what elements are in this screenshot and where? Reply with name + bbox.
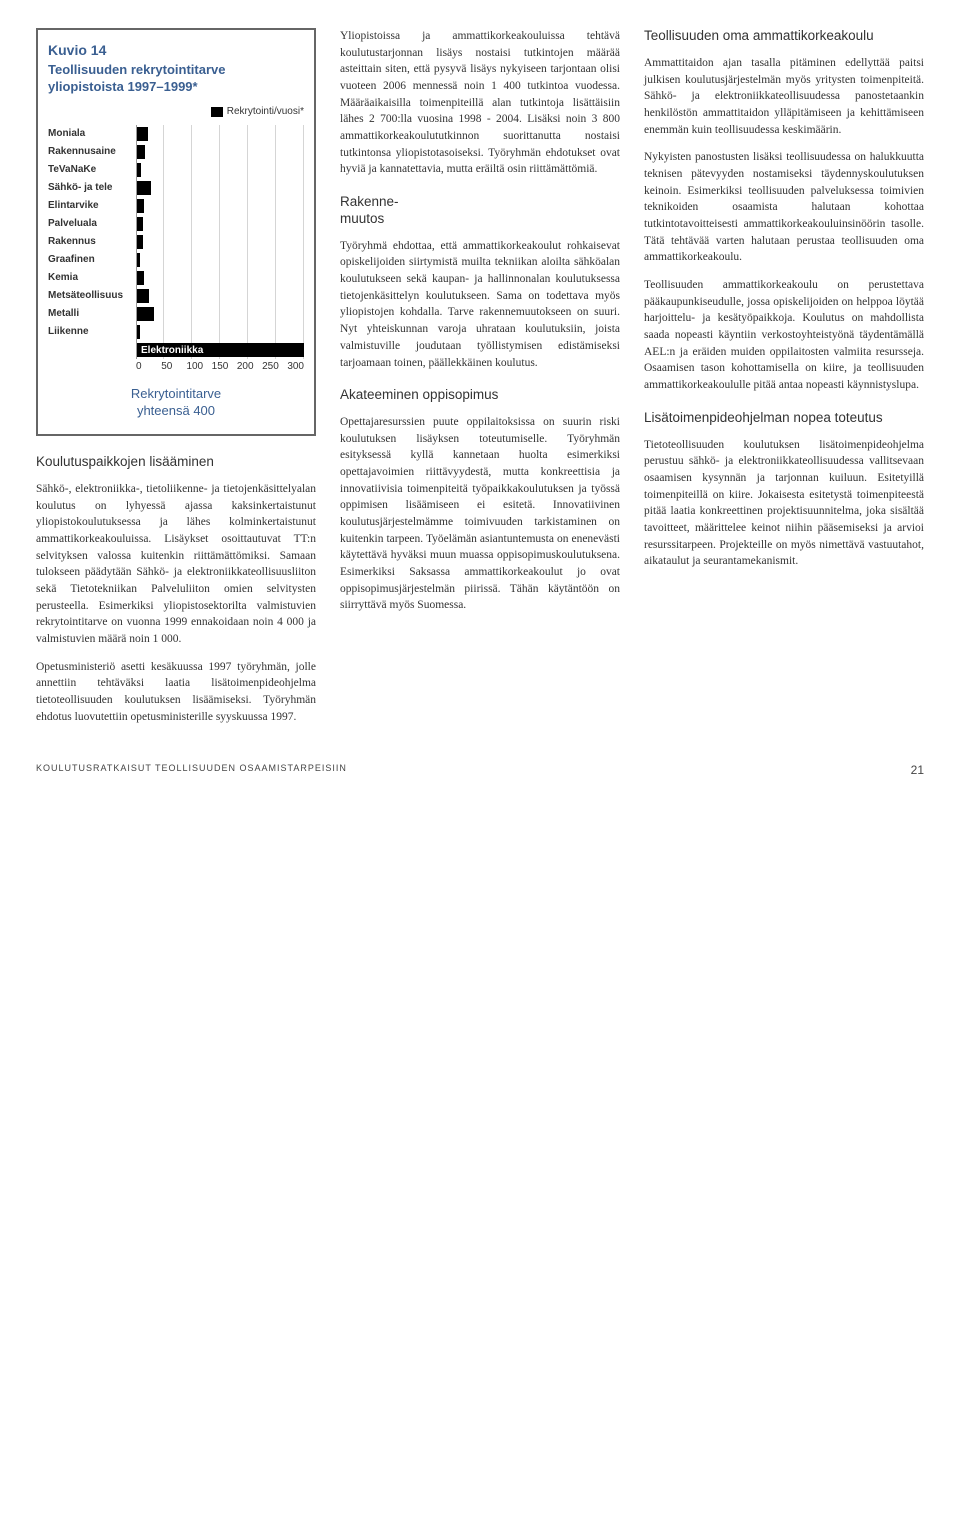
bar-row: TeVaNaKe	[48, 161, 304, 179]
x-tick-label: 50	[161, 361, 186, 372]
bar-label: Metsäteollisuus	[48, 289, 136, 304]
paragraph: Nykyisten panostusten lisäksi teollisuud…	[644, 149, 924, 266]
x-tick-label: 150	[212, 361, 237, 372]
bar-label: Rakennus	[48, 235, 136, 250]
page-number: 21	[911, 762, 924, 779]
bar-row: Metalli	[48, 305, 304, 323]
x-tick-label: 250	[262, 361, 287, 372]
bar-label: Graafinen	[48, 253, 136, 268]
bar-track	[136, 179, 304, 197]
bar-label: Elintarvike	[48, 199, 136, 214]
heading-lisatoimenpide: Lisätoimenpideohjelman nopea toteutus	[644, 410, 924, 427]
bar-segment	[137, 289, 149, 303]
column-1: Kuvio 14 Teollisuuden rekrytointitarve y…	[36, 28, 316, 736]
bar-track	[136, 161, 304, 179]
paragraph: Opetusministeriö asetti kesäkuussa 1997 …	[36, 659, 316, 726]
bar-label: TeVaNaKe	[48, 163, 136, 178]
bar-label: Moniala	[48, 127, 136, 142]
bar-label: Metalli	[48, 307, 136, 322]
paragraph: Sähkö-, elektroniikka-, tietoliikenne- j…	[36, 481, 316, 648]
bar-track	[136, 305, 304, 323]
bar-label: Rakennusaine	[48, 145, 136, 160]
x-tick-label: 300	[287, 361, 304, 372]
legend-swatch	[211, 107, 223, 117]
bar-track	[136, 251, 304, 269]
bar-segment	[137, 127, 148, 141]
chart-bars: Moniala Rakennusaine TeVaNaKe Sähkö- ja tel…	[48, 125, 304, 359]
legend-label: Rekrytointi/vuosi*	[227, 105, 304, 120]
column-3: Teollisuuden oma ammattikorkeakoulu Amma…	[644, 28, 924, 736]
bar-track	[136, 287, 304, 305]
bar-track	[136, 323, 304, 341]
bar-row: Elintarvike	[48, 197, 304, 215]
bar-track	[136, 125, 304, 143]
footer-text: KOULUTUSRATKAISUT TEOLLISUUDEN OSAAMISTA…	[36, 762, 347, 779]
x-tick-label: 200	[237, 361, 262, 372]
bar-row: Palveluala	[48, 215, 304, 233]
bar-track: Elektroniikka	[136, 341, 304, 359]
bar-row: Kemia	[48, 269, 304, 287]
heading-rakennemuutos: Rakenne-muutos	[340, 194, 620, 228]
page-columns: Kuvio 14 Teollisuuden rekrytointitarve y…	[36, 28, 924, 736]
bar-track	[136, 269, 304, 287]
bar-track	[136, 197, 304, 215]
paragraph: Yliopistoissa ja ammattikorkeakouluissa …	[340, 28, 620, 178]
bar-row: Graafinen	[48, 251, 304, 269]
page-footer: KOULUTUSRATKAISUT TEOLLISUUDEN OSAAMISTA…	[36, 762, 924, 779]
bar-row: Liikenne	[48, 323, 304, 341]
bar-segment	[137, 145, 145, 159]
paragraph: Työryhmä ehdottaa, että ammattikorkeakou…	[340, 238, 620, 371]
bar-track	[136, 233, 304, 251]
heading-koulutuspaikkojen: Koulutuspaikkojen lisääminen	[36, 454, 316, 471]
chart-figure-label: Kuvio 14	[48, 40, 304, 60]
bar-label: Sähkö- ja tele	[48, 181, 136, 196]
bar-segment	[137, 271, 144, 285]
bar-row: Elektroniikka	[48, 341, 304, 359]
bar-row: Rakennus	[48, 233, 304, 251]
heading-akateeminen: Akateeminen oppisopimus	[340, 387, 620, 404]
bar-segment	[137, 199, 144, 213]
chart-title: Teollisuuden rekrytointitarve yliopistoi…	[48, 62, 304, 95]
bar-row: Sähkö- ja tele	[48, 179, 304, 197]
bar-segment: Elektroniikka	[137, 343, 304, 357]
paragraph: Teollisuuden ammattikorkeakoulu on perus…	[644, 277, 924, 394]
column-2: Yliopistoissa ja ammattikorkeakouluissa …	[340, 28, 620, 736]
chart-x-axis-labels: 050100150200250300	[136, 361, 304, 372]
chart-caption: Rekrytointitarveyhteensä 400	[48, 386, 304, 420]
paragraph: Tietoteollisuuden koulutuksen lisätoimen…	[644, 437, 924, 570]
paragraph: Opettajaresurssien puute oppilaitoksissa…	[340, 414, 620, 614]
bar-segment	[137, 325, 140, 339]
heading-teollisuuden-oma: Teollisuuden oma ammattikorkeakoulu	[644, 28, 924, 45]
x-tick-label: 0	[136, 361, 161, 372]
bar-row: Rakennusaine	[48, 143, 304, 161]
bar-label: Liikenne	[48, 325, 136, 340]
bar-segment	[137, 307, 154, 321]
paragraph: Ammattitaidon ajan tasalla pitäminen ede…	[644, 55, 924, 138]
chart-box: Kuvio 14 Teollisuuden rekrytointitarve y…	[36, 28, 316, 436]
bar-label: Palveluala	[48, 217, 136, 232]
bar-row: Moniala	[48, 125, 304, 143]
bar-segment	[137, 217, 143, 231]
chart-legend: Rekrytointi/vuosi*	[48, 105, 304, 120]
bar-row: Metsäteollisuus	[48, 287, 304, 305]
bar-segment	[137, 235, 143, 249]
bar-segment	[137, 163, 141, 177]
bar-label: Kemia	[48, 271, 136, 286]
bar-segment	[137, 253, 140, 267]
bar-track	[136, 215, 304, 233]
bar-segment	[137, 181, 151, 195]
bar-track	[136, 143, 304, 161]
x-tick-label: 100	[186, 361, 211, 372]
